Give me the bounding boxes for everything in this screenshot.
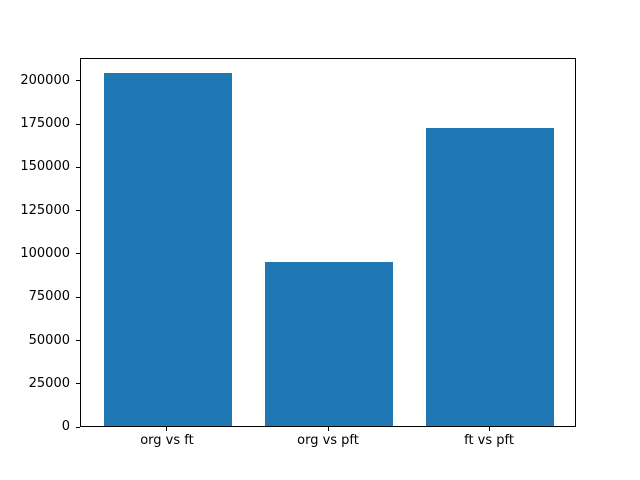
y-tick-label: 175000 [20,116,70,131]
y-tick-mark [76,296,80,298]
y-tick-mark [76,340,80,342]
y-tick-label: 200000 [20,72,70,88]
y-tick-label: 100000 [20,245,70,261]
x-tick-mark [166,427,168,432]
x-tick-mark [488,427,490,432]
y-tick-label: 150000 [20,159,70,175]
x-tick-label: org vs ft [140,433,194,448]
y-tick-label: 75000 [28,289,70,305]
bar-org-vs-pft [264,261,394,427]
y-tick-label: 0 [61,419,70,435]
bar-org-vs-ft [103,72,233,427]
x-tick-label: org vs pft [297,433,359,448]
x-tick-label: ft vs pft [464,433,514,448]
y-tick-mark [76,166,80,168]
y-tick-mark [76,123,80,125]
y-tick-mark [76,383,80,385]
y-tick-mark [76,426,80,428]
y-tick-label: 50000 [28,332,70,348]
plot-area [80,57,576,428]
y-tick-mark [76,80,80,82]
y-tick-label: 25000 [28,375,70,391]
y-tick-label: 125000 [20,202,70,218]
y-tick-mark [76,253,80,255]
x-tick-mark [327,427,329,432]
y-tick-mark [76,210,80,212]
bar-ft-vs-pft [425,128,555,427]
